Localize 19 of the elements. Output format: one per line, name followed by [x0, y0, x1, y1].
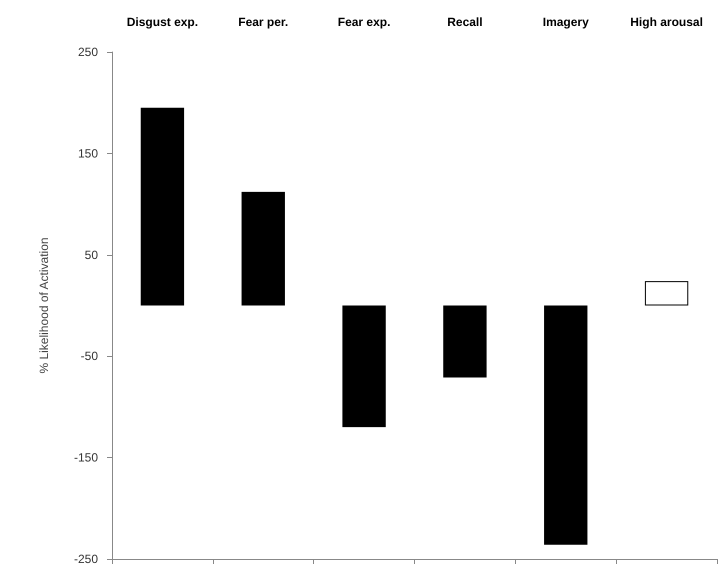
bar — [342, 306, 386, 428]
y-axis-title: % Likelihood of Activation — [37, 237, 51, 374]
bar — [644, 281, 688, 306]
y-tick-label: 250 — [78, 45, 98, 59]
x-tick-label: High arousal — [630, 15, 703, 29]
bar — [140, 108, 184, 306]
y-tick-label: 50 — [84, 248, 98, 262]
y-tick-label: -250 — [74, 552, 98, 566]
x-tick-label: Disgust exp. — [126, 15, 198, 29]
y-tick-label: 150 — [78, 146, 98, 160]
x-tick-label: Recall — [447, 15, 483, 29]
y-tick-label: -150 — [74, 450, 98, 465]
bar — [544, 306, 588, 545]
x-tick-label: Fear per. — [238, 15, 288, 29]
x-tick-label: Fear exp. — [338, 15, 390, 29]
y-tick-label: -50 — [80, 349, 98, 364]
x-tick-label: Imagery — [542, 15, 590, 29]
bar — [443, 306, 487, 378]
bar — [242, 192, 285, 306]
